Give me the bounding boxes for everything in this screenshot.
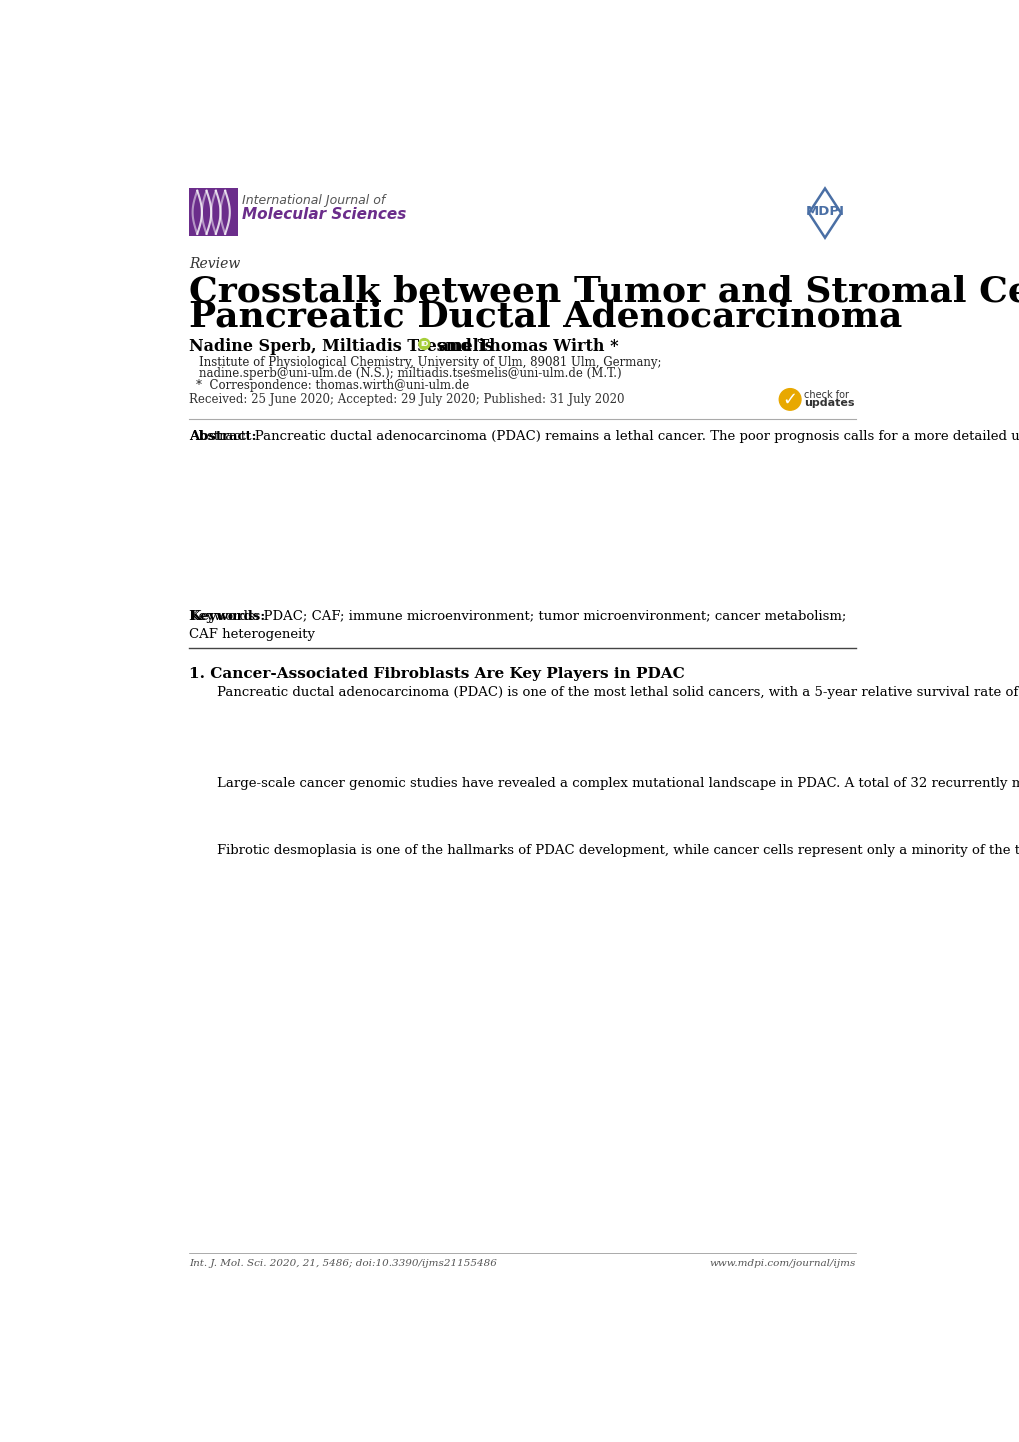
Text: MDPI: MDPI xyxy=(805,205,844,218)
Text: Pancreatic Ductal Adenocarcinoma: Pancreatic Ductal Adenocarcinoma xyxy=(190,300,902,333)
Text: Keywords:: Keywords: xyxy=(190,610,266,623)
Circle shape xyxy=(779,389,800,410)
Text: updates: updates xyxy=(803,398,854,408)
Text: and Thomas Wirth *: and Thomas Wirth * xyxy=(432,337,618,355)
Text: Nadine Sperb, Miltiadis Tsesmelis: Nadine Sperb, Miltiadis Tsesmelis xyxy=(190,337,493,355)
Text: Review: Review xyxy=(190,257,240,271)
Circle shape xyxy=(419,339,429,349)
Text: Institute of Physiological Chemistry, University of Ulm, 89081 Ulm, Germany;: Institute of Physiological Chemistry, Un… xyxy=(199,356,660,369)
Text: Pancreatic ductal adenocarcinoma (PDAC) is one of the most lethal solid cancers,: Pancreatic ductal adenocarcinoma (PDAC) … xyxy=(216,686,1019,699)
Text: Fibrotic desmoplasia is one of the hallmarks of PDAC development, while cancer c: Fibrotic desmoplasia is one of the hallm… xyxy=(216,845,1019,858)
Text: Large-scale cancer genomic studies have revealed a complex mutational landscape : Large-scale cancer genomic studies have … xyxy=(216,777,1019,790)
Text: Crosstalk between Tumor and Stromal Cells in: Crosstalk between Tumor and Stromal Cell… xyxy=(190,274,1019,309)
Text: Received: 25 June 2020; Accepted: 29 July 2020; Published: 31 July 2020: Received: 25 June 2020; Accepted: 29 Jul… xyxy=(190,392,625,405)
FancyBboxPatch shape xyxy=(190,189,237,236)
Text: check for: check for xyxy=(803,389,848,399)
Text: International Journal of: International Journal of xyxy=(242,193,385,206)
Text: 1. Cancer-Associated Fibroblasts Are Key Players in PDAC: 1. Cancer-Associated Fibroblasts Are Key… xyxy=(190,668,685,682)
Text: *  Correspondence: thomas.wirth@uni-ulm.de: * Correspondence: thomas.wirth@uni-ulm.d… xyxy=(196,379,469,392)
Text: Molecular Sciences: Molecular Sciences xyxy=(242,206,407,222)
Text: Keywords: PDAC; CAF; immune microenvironment; tumor microenvironment; cancer met: Keywords: PDAC; CAF; immune microenviron… xyxy=(190,610,846,640)
Text: ✓: ✓ xyxy=(782,391,797,408)
Text: www.mdpi.com/journal/ijms: www.mdpi.com/journal/ijms xyxy=(709,1259,855,1268)
Text: Int. J. Mol. Sci. 2020, 21, 5486; doi:10.3390/ijms21155486: Int. J. Mol. Sci. 2020, 21, 5486; doi:10… xyxy=(190,1259,497,1268)
Text: Abstract: Pancreatic ductal adenocarcinoma (PDAC) remains a lethal cancer. The p: Abstract: Pancreatic ductal adenocarcino… xyxy=(190,430,1019,443)
Text: iD: iD xyxy=(420,340,428,348)
Text: nadine.sperb@uni-ulm.de (N.S.); miltiadis.tsesmelis@uni-ulm.de (M.T.): nadine.sperb@uni-ulm.de (N.S.); miltiadi… xyxy=(199,368,621,381)
Text: Abstract:: Abstract: xyxy=(190,430,257,443)
